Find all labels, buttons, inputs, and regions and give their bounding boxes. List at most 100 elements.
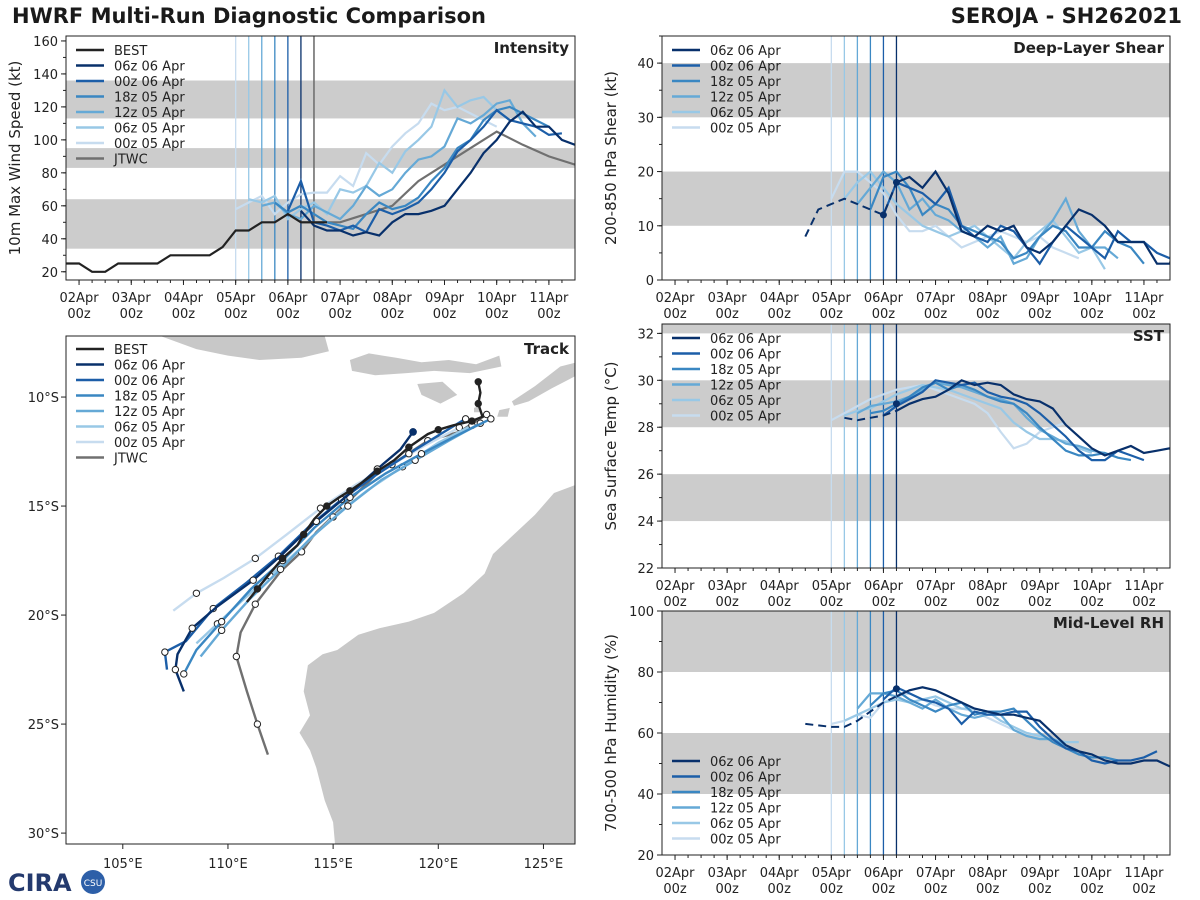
shear-legend-entry: 00z 05 Apr — [710, 122, 781, 137]
track-run-point — [217, 626, 226, 635]
track-x-tick-label: 105°E — [103, 857, 143, 872]
intensity-x-tick-hour: 00z — [485, 307, 509, 322]
rh-series-line — [896, 686, 1170, 768]
sst-x-tick-date: 10Apr — [1072, 579, 1112, 594]
rh-y-axis-label: 700-500 hPa Humidity (%) — [602, 634, 620, 832]
shear-analysis-marker — [892, 178, 900, 186]
shear-legend-entry: 12z 05 Apr — [710, 91, 781, 106]
track-jtwc-point — [253, 720, 262, 728]
intensity-y-tick-label: 60 — [41, 200, 58, 215]
shear-series-line — [869, 170, 1145, 265]
track-x-tick-label: 110°E — [208, 857, 248, 872]
intensity-y-tick-label: 120 — [33, 101, 58, 116]
csu-emblem-icon — [81, 870, 105, 894]
intensity-x-tick-date: 02Apr — [60, 291, 100, 306]
sst-x-tick-hour: 00z — [1132, 595, 1156, 610]
shear-x-tick-hour: 00z — [872, 307, 896, 322]
track-y-tick-label: 20°S — [28, 609, 59, 624]
shear-x-tick-date: 10Apr — [1072, 291, 1112, 306]
sst-x-tick-hour: 00z — [1080, 595, 1104, 610]
intensity-x-tick-hour: 00z — [328, 307, 352, 322]
track-best-point — [474, 378, 482, 386]
intensity-x-tick-date: 08Apr — [373, 291, 413, 306]
sst-legend-entry: 00z 06 Apr — [710, 348, 781, 363]
intensity-x-tick-date: 10Apr — [477, 291, 517, 306]
intensity-legend-entry: 06z 05 Apr — [114, 122, 185, 137]
sst-x-tick-hour: 00z — [820, 595, 844, 610]
shear-series-line — [896, 169, 1170, 265]
panel-intensity: 2040608010012014016002Apr00z03Apr00z04Ap… — [6, 35, 576, 322]
sst-x-tick-date: 08Apr — [968, 579, 1008, 594]
shear-y-axis-label: 200-850 hPa Shear (kt) — [602, 71, 620, 245]
sst-series-line — [844, 409, 897, 422]
rh-series-line — [805, 695, 897, 728]
sst-legend-entry: 06z 05 Apr — [710, 394, 781, 409]
sst-y-tick-label: 28 — [637, 421, 654, 436]
intensity-legend-entry: JTWC — [113, 153, 148, 168]
track-legend-entry: 00z 05 Apr — [114, 436, 185, 451]
track-best-point — [373, 467, 381, 475]
intensity-x-tick-date: 06Apr — [268, 291, 308, 306]
shear-x-tick-date: 09Apr — [1020, 291, 1060, 306]
sst-y-tick-label: 26 — [637, 468, 654, 483]
track-frame — [65, 335, 576, 845]
track-run-point — [161, 648, 169, 656]
intensity-x-tick-date: 11Apr — [529, 291, 569, 306]
track-best-line — [245, 381, 484, 603]
track-run-point — [276, 565, 285, 573]
csu-emblem-text: CSU — [84, 879, 103, 889]
intensity-legend-entry: 00z 06 Apr — [114, 75, 185, 90]
intensity-y-tick-label: 100 — [33, 134, 58, 149]
sst-x-tick-date: 09Apr — [1020, 579, 1060, 594]
rh-x-tick-date: 10Apr — [1072, 866, 1112, 881]
track-run-point — [192, 589, 201, 597]
shear-x-tick-hour: 00z — [768, 307, 792, 322]
shear-y-tick-label: 0 — [646, 274, 654, 289]
shear-y-tick-label: 20 — [637, 166, 654, 181]
panel-rh: 2040608010002Apr00z03Apr00z04Apr00z05Apr… — [602, 605, 1171, 897]
intensity-panel-title: Intensity — [494, 39, 570, 57]
shear-threshold-band — [662, 63, 1170, 118]
rh-panel-title: Mid-Level RH — [1053, 614, 1164, 632]
figure-title: HWRF Multi-Run Diagnostic Comparison — [12, 4, 487, 28]
track-legend-entry: 18z 05 Apr — [114, 390, 185, 405]
intensity-plot-area — [66, 36, 575, 280]
rh-legend-entry: 18z 05 Apr — [710, 786, 781, 801]
shear-series-line — [856, 170, 1119, 266]
intensity-series-line — [286, 108, 563, 234]
track-current-position — [409, 428, 417, 436]
shear-x-tick-date: 02Apr — [656, 291, 696, 306]
sst-legend-entry: 06z 06 Apr — [710, 332, 781, 347]
rh-x-tick-date: 11Apr — [1124, 866, 1164, 881]
rh-x-tick-date: 04Apr — [760, 866, 800, 881]
intensity-frame — [65, 35, 576, 281]
shear-x-tick-date: 08Apr — [968, 291, 1008, 306]
track-legend-entry: 06z 05 Apr — [114, 421, 185, 436]
track-jtwc-point — [482, 410, 491, 419]
rh-legend-entry: 00z 05 Apr — [710, 833, 781, 848]
rh-legend-entry: 06z 06 Apr — [710, 755, 781, 770]
track-run-line — [174, 431, 414, 692]
shear-x-tick-date: 03Apr — [708, 291, 748, 306]
track-best-point — [346, 487, 354, 495]
shear-legend-entry: 00z 06 Apr — [710, 60, 781, 75]
track-y-tick-label: 25°S — [28, 718, 59, 733]
intensity-legend-entry: 00z 05 Apr — [114, 137, 185, 152]
track-best-point — [468, 417, 476, 425]
sst-y-axis-label: Sea Surface Temp (°C) — [602, 361, 620, 530]
sst-x-tick-hour: 00z — [976, 595, 1000, 610]
track-run-point — [188, 624, 196, 632]
shear-x-tick-hour: 00z — [1028, 307, 1052, 322]
track-best-point — [405, 443, 413, 451]
intensity-series-line — [261, 99, 537, 221]
shear-x-tick-date: 07Apr — [916, 291, 956, 306]
intensity-y-tick-label: 160 — [33, 35, 58, 50]
sst-series-line — [844, 383, 1093, 455]
rh-threshold-band — [662, 611, 1170, 672]
java-landmass — [66, 336, 329, 360]
rh-x-tick-date: 03Apr — [708, 866, 748, 881]
intensity-legend-entry: 12z 05 Apr — [114, 106, 185, 121]
rh-analysis-marker — [892, 685, 900, 693]
